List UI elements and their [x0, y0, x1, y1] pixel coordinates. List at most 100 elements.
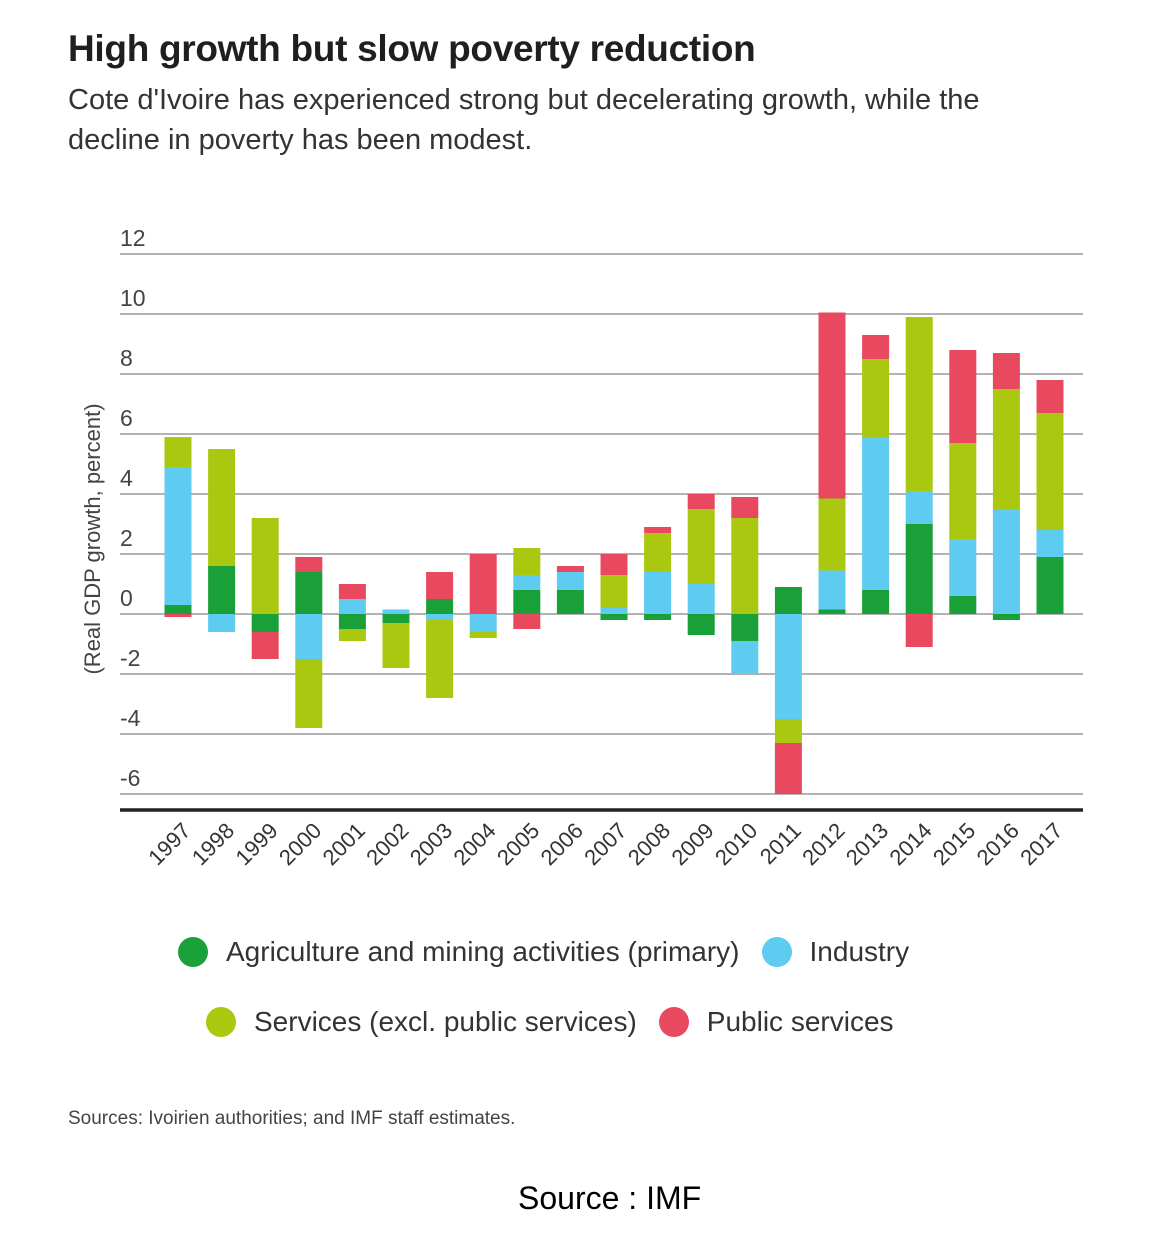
bar-segment	[1036, 530, 1064, 557]
bar-segment	[164, 437, 192, 467]
bar-segment	[687, 584, 715, 614]
bar-segment	[556, 572, 584, 590]
x-tick-label: 2013	[841, 818, 893, 870]
bar-segment	[556, 566, 584, 572]
legend-row-1: Agriculture and mining activities (prima…	[178, 936, 931, 968]
chart-title: High growth but slow poverty reduction	[68, 28, 756, 69]
bar-segment	[338, 614, 366, 629]
bar-segment	[992, 509, 1020, 614]
x-tick-label: 2009	[666, 818, 718, 870]
y-tick-label: 8	[120, 345, 133, 371]
bar-segment	[208, 614, 236, 632]
bar-segment	[382, 623, 410, 668]
legend-swatch-public	[658, 1007, 689, 1037]
bar-segment	[644, 533, 672, 572]
x-tick-label: 2011	[755, 818, 806, 869]
source-footer: Source : IMF	[518, 1180, 702, 1216]
y-tick-label: 6	[120, 405, 133, 431]
legend-item-primary: Agriculture and mining activities (prima…	[178, 936, 740, 968]
bar-segment	[687, 614, 715, 635]
x-tick-label: 1999	[230, 818, 282, 870]
y-tick-label: 0	[120, 585, 133, 611]
bar-segment	[905, 491, 933, 524]
bar-segment	[513, 575, 541, 590]
bar-segment	[731, 497, 759, 518]
bar-segment	[687, 494, 715, 509]
y-tick-label: 10	[120, 285, 146, 311]
bar-segment	[818, 570, 846, 610]
bar-segment	[862, 359, 890, 437]
y-tick-label: 2	[120, 525, 133, 551]
bar-segment	[862, 590, 890, 614]
legend-label-primary: Agriculture and mining activities (prima…	[226, 936, 740, 967]
x-tick-label: 2015	[928, 818, 980, 870]
bar-segment	[644, 572, 672, 614]
bar-segment	[513, 548, 541, 575]
bar-segment	[295, 572, 323, 614]
bar-segment	[644, 614, 672, 620]
bar-segment	[774, 587, 802, 614]
bar-segment	[469, 554, 497, 614]
bar-segment	[295, 659, 323, 728]
bar-segment	[905, 524, 933, 614]
bar-segment	[164, 605, 192, 614]
bar-segment	[818, 609, 846, 614]
bar-segment	[382, 609, 410, 614]
bar-segment	[426, 620, 454, 698]
x-tick-label: 2012	[797, 818, 849, 870]
bar-segment	[949, 350, 977, 443]
bar-segment	[992, 389, 1020, 509]
legend-row-2: Services (excl. public services) Public …	[206, 1006, 916, 1038]
bar-segment	[949, 443, 977, 539]
bar-segment	[818, 498, 846, 571]
legend-label-public: Public services	[706, 1006, 894, 1037]
legend-item-industry: Industry	[761, 936, 909, 968]
bar-segment	[295, 557, 323, 572]
bar-segment	[426, 572, 454, 599]
legend-item-services: Services (excl. public services)	[206, 1006, 637, 1038]
bar-segment	[687, 509, 715, 584]
bar-segment	[774, 614, 802, 719]
bar-segment	[426, 599, 454, 614]
x-tick-label: 2000	[274, 818, 326, 870]
y-tick-label: 4	[120, 465, 133, 491]
x-tick-label: 2001	[318, 818, 370, 870]
bar-segment	[513, 590, 541, 614]
bar-segment	[1036, 557, 1064, 614]
y-tick-label: -4	[120, 705, 141, 731]
y-axis-label: (Real GDP growth, percent)	[80, 403, 105, 674]
bar-segment	[556, 590, 584, 614]
legend-item-public: Public services	[658, 1006, 894, 1038]
stacked-bar-chart: 12 10 8 6 4 2 0 -2 -4 -6 (Real GDP growth, percent…	[80, 225, 1083, 870]
bar-segment	[469, 632, 497, 638]
legend-label-services: Services (excl. public services)	[254, 1006, 637, 1037]
x-tick-label: 2007	[579, 818, 631, 870]
bar-segment	[382, 614, 410, 623]
x-tick-label: 2017	[1015, 818, 1067, 870]
bar-segment	[251, 632, 279, 659]
bar-segment	[338, 584, 366, 599]
bar-segment	[992, 614, 1020, 620]
bar-segment	[731, 641, 759, 674]
bar-segment	[295, 614, 323, 659]
bar-segment	[338, 629, 366, 641]
x-tick-label: 1997	[143, 818, 195, 870]
bar-segment	[469, 614, 497, 632]
bar-segment	[905, 614, 933, 647]
x-tick-label: 2008	[623, 818, 675, 870]
bar-segment	[644, 527, 672, 533]
bar-segment	[992, 353, 1020, 389]
bar-segment	[905, 317, 933, 491]
x-tick-label: 2002	[361, 818, 413, 870]
legend-swatch-primary	[178, 937, 208, 967]
sources-note: Sources: Ivoirien authorities; and IMF s…	[68, 1108, 516, 1129]
bar-segment	[600, 614, 628, 620]
bar-segment	[1036, 380, 1064, 413]
bar-segment	[208, 449, 236, 566]
bar-segment	[731, 614, 759, 641]
bars	[164, 312, 1064, 794]
bar-segment	[862, 335, 890, 359]
y-tick-label: -6	[120, 765, 140, 791]
x-tick-label: 2016	[972, 818, 1024, 870]
bar-segment	[338, 599, 366, 614]
